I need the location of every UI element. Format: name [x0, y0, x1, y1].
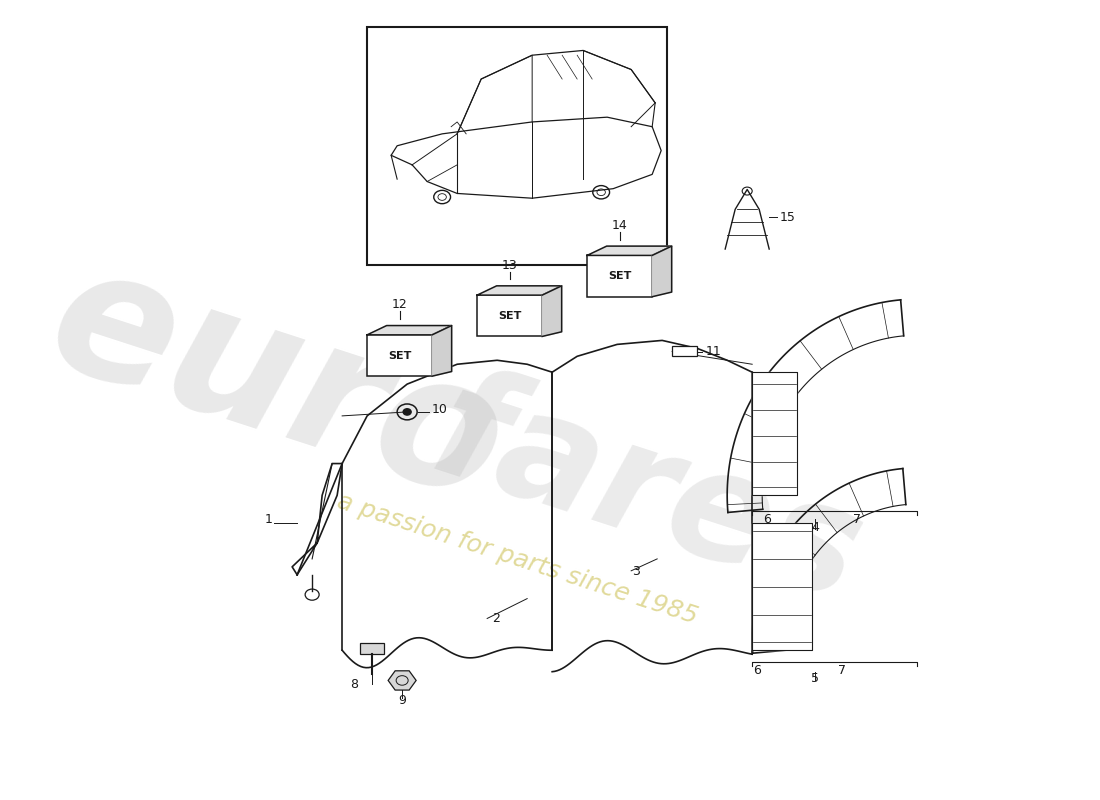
Text: 14: 14 — [612, 219, 627, 232]
Text: 6: 6 — [763, 513, 771, 526]
Polygon shape — [542, 286, 562, 337]
Text: fares: fares — [415, 357, 879, 634]
Text: 5: 5 — [811, 672, 819, 685]
Text: SET: SET — [498, 310, 521, 321]
Text: 1: 1 — [264, 513, 272, 526]
Text: 12: 12 — [392, 298, 407, 311]
Polygon shape — [293, 463, 342, 574]
Polygon shape — [752, 372, 798, 495]
Text: 3: 3 — [632, 565, 640, 578]
Text: 6: 6 — [754, 664, 761, 677]
Polygon shape — [97, 146, 1097, 543]
Polygon shape — [652, 246, 672, 297]
Text: a passion for parts since 1985: a passion for parts since 1985 — [333, 489, 701, 629]
Text: SET: SET — [388, 350, 411, 361]
Text: 7: 7 — [838, 664, 846, 677]
Polygon shape — [432, 326, 452, 376]
Text: SET: SET — [608, 271, 631, 281]
Text: 10: 10 — [432, 403, 448, 416]
Polygon shape — [367, 326, 452, 335]
Text: 8: 8 — [350, 678, 359, 691]
Bar — [367, 26, 668, 265]
Text: 9: 9 — [398, 694, 406, 707]
Bar — [367, 335, 432, 376]
Bar — [360, 643, 384, 654]
Bar — [587, 255, 652, 297]
Text: 2: 2 — [492, 613, 500, 626]
Polygon shape — [587, 246, 672, 255]
Bar — [672, 346, 697, 356]
Polygon shape — [752, 523, 812, 650]
Text: 7: 7 — [854, 513, 861, 526]
Circle shape — [403, 409, 411, 415]
Text: 15: 15 — [779, 210, 795, 224]
Polygon shape — [725, 190, 769, 249]
Bar — [477, 295, 542, 337]
Text: 13: 13 — [502, 258, 517, 271]
Text: euro: euro — [30, 229, 525, 539]
Text: 4: 4 — [812, 521, 820, 534]
Polygon shape — [477, 286, 562, 295]
Text: 11: 11 — [705, 345, 720, 358]
